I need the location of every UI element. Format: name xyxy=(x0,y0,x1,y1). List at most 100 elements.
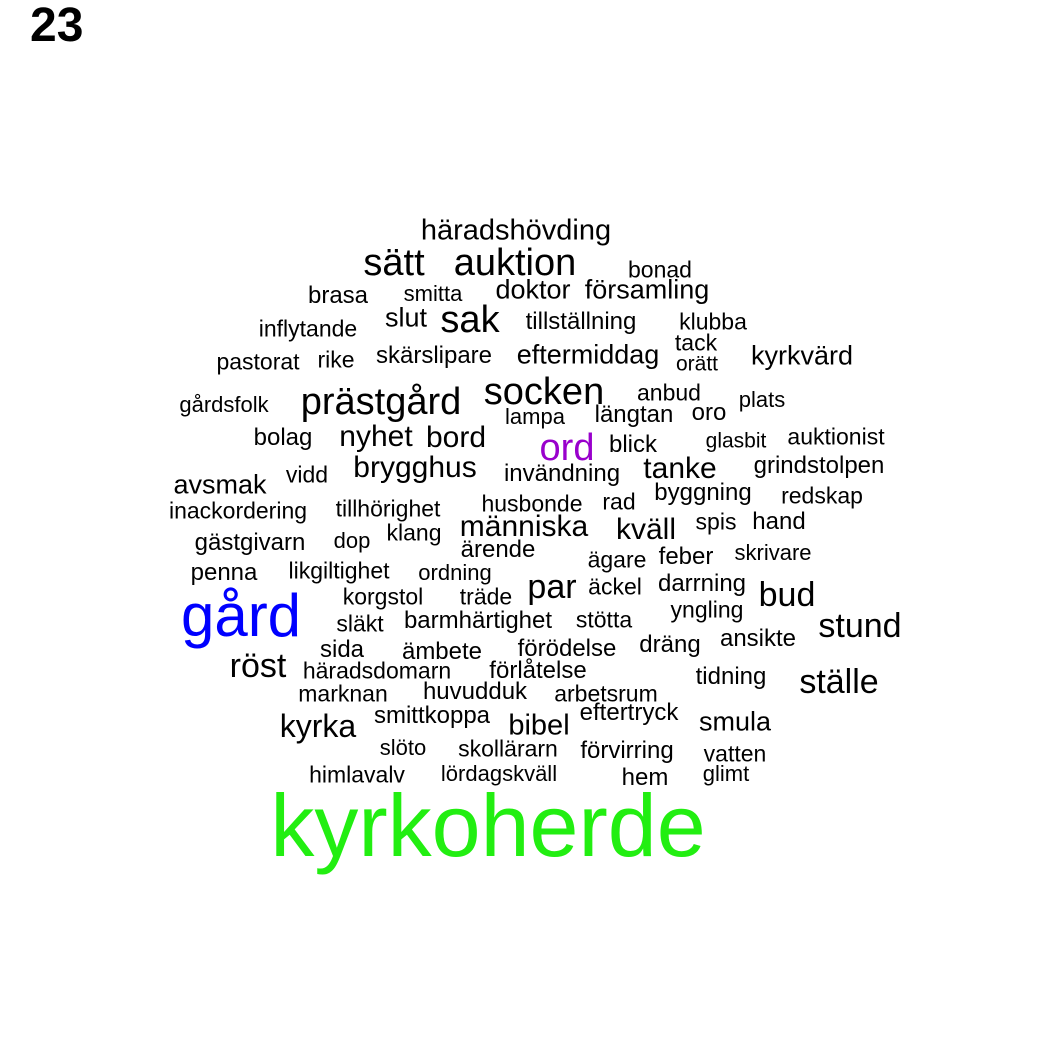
word: människa xyxy=(459,510,589,543)
word: kväll xyxy=(615,513,677,546)
word: spis xyxy=(695,508,737,535)
word: dop xyxy=(333,528,371,553)
word: hem xyxy=(621,764,669,791)
word: auktion xyxy=(453,242,577,284)
word: husbonde xyxy=(481,490,583,517)
word: socken xyxy=(483,371,605,413)
word: ärende xyxy=(460,536,536,563)
word: vatten xyxy=(703,740,767,767)
word: bolag xyxy=(253,424,313,451)
word: hand xyxy=(752,508,806,535)
word: skärslipare xyxy=(375,342,493,369)
word: himlavalv xyxy=(309,761,405,788)
word: smitta xyxy=(403,281,463,306)
word: par xyxy=(527,568,577,606)
word: huvudduk xyxy=(422,678,528,705)
word: inflytande xyxy=(258,315,358,342)
word: glimt xyxy=(702,761,750,786)
word: barmhärtighet xyxy=(403,607,553,634)
word: inackordering xyxy=(168,497,308,524)
word: feber xyxy=(658,543,714,570)
word: slöto xyxy=(379,735,427,760)
word: tillhörighet xyxy=(335,495,441,522)
word: klubba xyxy=(679,308,747,335)
word: äckel xyxy=(588,573,642,600)
word: träde xyxy=(459,583,513,610)
word: förlåtelse xyxy=(489,657,587,684)
word: röst xyxy=(229,647,287,685)
word: plats xyxy=(738,387,786,412)
word: korgstol xyxy=(342,583,424,610)
word: gårdsfolk xyxy=(179,392,269,417)
word: grindstolpen xyxy=(753,452,885,479)
word: tillställning xyxy=(525,308,637,335)
word: likgiltighet xyxy=(288,557,390,584)
word: smittkoppa xyxy=(373,702,491,729)
word: rike xyxy=(317,346,355,373)
word: tack xyxy=(674,329,718,356)
word: ord xyxy=(539,427,595,469)
word: skollärarn xyxy=(458,735,558,762)
word: häradsdomarn xyxy=(302,657,452,684)
word: pastorat xyxy=(216,348,300,375)
word: ställe xyxy=(799,663,879,701)
word: bibel xyxy=(508,709,570,742)
word: vidd xyxy=(285,461,329,488)
word: sätt xyxy=(363,242,425,284)
word: eftermiddag xyxy=(516,339,660,370)
word: lördagskväll xyxy=(440,761,558,786)
word: klang xyxy=(386,519,442,546)
word: eftertryck xyxy=(579,699,679,726)
word: nyhet xyxy=(339,420,413,453)
word: förödelse xyxy=(517,635,617,662)
word: gästgivarn xyxy=(194,529,306,556)
word: församling xyxy=(584,274,710,305)
word: penna xyxy=(190,559,258,586)
word: skrivare xyxy=(734,540,812,565)
word: kyrkvärd xyxy=(750,340,854,371)
word: arbetsrum xyxy=(554,680,658,707)
word: orätt xyxy=(675,352,719,376)
word: ansikte xyxy=(719,625,797,652)
word: brygghus xyxy=(353,451,477,484)
word: dräng xyxy=(639,631,701,658)
word: prästgård xyxy=(300,381,462,423)
word: sak xyxy=(440,299,500,341)
word: anbud xyxy=(637,379,701,406)
word: avsmak xyxy=(173,469,267,500)
word: redskap xyxy=(781,482,863,509)
word: oro xyxy=(691,399,727,426)
word: släkt xyxy=(336,610,384,637)
word: smula xyxy=(698,706,772,737)
word: byggning xyxy=(654,479,752,506)
word: tanke xyxy=(643,452,717,485)
word: bord xyxy=(425,421,487,454)
word: stund xyxy=(818,607,902,645)
word: invändning xyxy=(503,460,621,487)
word: ordning xyxy=(418,560,492,585)
word: förvirring xyxy=(580,737,674,764)
word: tidning xyxy=(695,663,767,690)
word: lampa xyxy=(505,404,565,429)
word: kyrkoherde xyxy=(270,776,706,875)
word: marknan xyxy=(298,680,388,707)
word: auktionist xyxy=(787,423,885,450)
word: brasa xyxy=(307,282,369,309)
word: stötta xyxy=(575,606,633,633)
word: darrning xyxy=(657,570,747,597)
word: häradshövding xyxy=(420,214,612,247)
word: ämbete xyxy=(401,638,483,665)
word: gård xyxy=(180,582,302,649)
page-number: 23 xyxy=(30,0,84,52)
word: ägare xyxy=(587,546,647,573)
word: glasbit xyxy=(705,429,767,453)
word: sida xyxy=(319,636,365,663)
word: doktor xyxy=(495,274,571,305)
word: bud xyxy=(758,576,816,614)
word: längtan xyxy=(594,401,674,428)
word: blick xyxy=(608,431,658,458)
word: yngling xyxy=(670,596,744,623)
word: kyrka xyxy=(279,708,357,744)
word: rad xyxy=(602,488,636,515)
